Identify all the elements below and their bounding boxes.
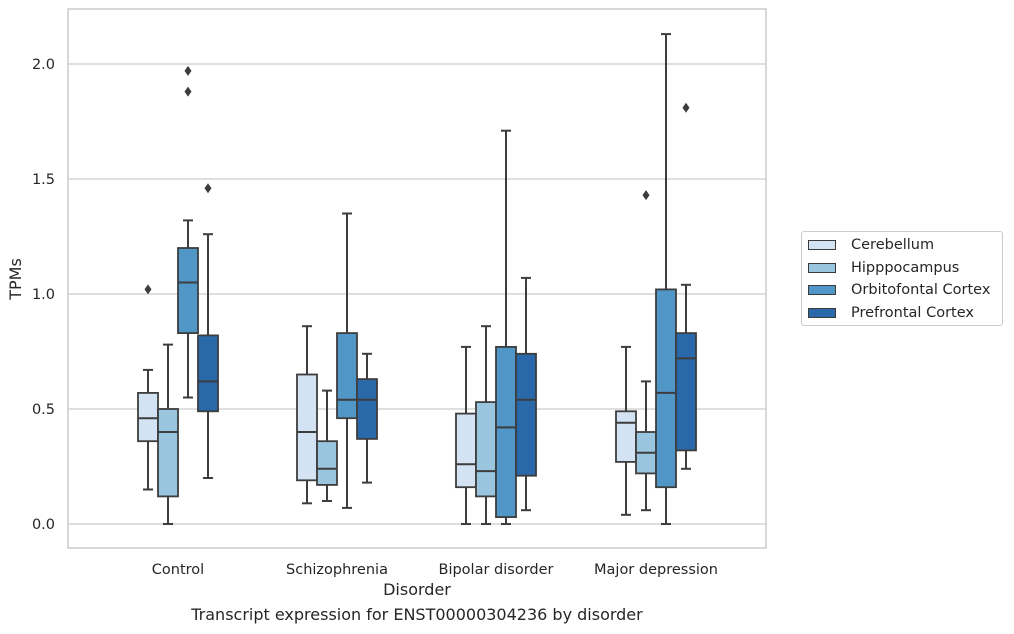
outlier-point <box>144 284 152 295</box>
outlier-point <box>204 183 212 194</box>
box-group <box>197 183 219 479</box>
legend-swatch <box>808 285 836 295</box>
box <box>197 334 219 413</box>
box <box>157 408 179 498</box>
legend-swatch <box>808 262 836 273</box>
x-tick-labels: Control Schizophrenia Bipolar disorder Majo… <box>152 562 718 578</box>
box-group <box>475 325 497 525</box>
outlier-point <box>682 102 690 113</box>
box <box>137 391 159 443</box>
x-tick-label: Major depression <box>594 562 718 578</box>
box <box>177 247 199 334</box>
box-group <box>515 276 537 512</box>
box <box>515 352 537 477</box>
box-group <box>675 102 697 470</box>
legend-item: Hipppocampus <box>808 258 959 278</box>
box-group <box>137 284 159 491</box>
box-group <box>296 325 318 505</box>
x-tick-label: Bipolar disorder <box>439 562 554 578</box>
outlier-point <box>642 190 650 201</box>
legend-label: Hipppocampus <box>851 259 960 276</box>
legend-label: Cerebellum <box>851 237 935 253</box>
y-tick-label: 1.0 <box>32 287 55 303</box>
box-group <box>336 212 358 509</box>
y-tick-label: 0.5 <box>32 402 55 418</box>
y-axis-label: TPMs <box>6 258 25 301</box>
box <box>316 440 338 486</box>
box-group <box>455 345 477 525</box>
x-tick-label: Control <box>152 562 204 578</box>
legend-item: Orbitofontal Cortex <box>808 280 990 300</box>
box <box>455 412 477 489</box>
legend-label: Prefrontal Cortex <box>851 304 974 321</box>
box-group <box>635 190 657 512</box>
box-group <box>316 389 338 502</box>
y-tick-label: 0.0 <box>32 517 55 533</box>
box-group <box>495 129 517 525</box>
box <box>356 378 378 440</box>
box-group <box>615 345 637 516</box>
legend-swatch <box>808 240 836 250</box>
legend-item: Prefrontal Cortex <box>808 303 974 323</box>
x-axis-label: Disorder <box>383 580 451 599</box>
box <box>675 332 697 452</box>
box-group <box>655 33 677 525</box>
x-tick-label: Schizophrenia <box>286 562 388 578</box>
outlier-point <box>184 86 192 97</box>
box <box>615 410 637 463</box>
box <box>655 288 677 489</box>
y-tick-labels: 0.0 0.5 1.0 1.5 2.0 <box>32 57 55 533</box>
outlier-point <box>184 65 192 76</box>
boxes-layer <box>137 33 697 525</box>
legend-swatch <box>808 307 836 318</box>
y-tick-label: 2.0 <box>32 57 55 73</box>
plot-frame <box>67 8 767 549</box>
box-group <box>177 65 199 399</box>
box-group <box>356 352 378 484</box>
legend: Cerebellum Hipppocampus Orbitofontal Corte… <box>801 231 1003 326</box>
box <box>495 345 517 518</box>
chart-caption: Transcript expression for ENST0000030423… <box>191 605 643 624</box>
box <box>296 373 318 482</box>
box <box>336 332 358 420</box>
box <box>475 401 497 498</box>
y-tick-label: 1.5 <box>32 172 55 188</box>
legend-label: Orbitofontal Cortex <box>851 282 991 298</box>
box-group <box>157 343 179 525</box>
legend-item: Cerebellum <box>808 235 934 255</box>
